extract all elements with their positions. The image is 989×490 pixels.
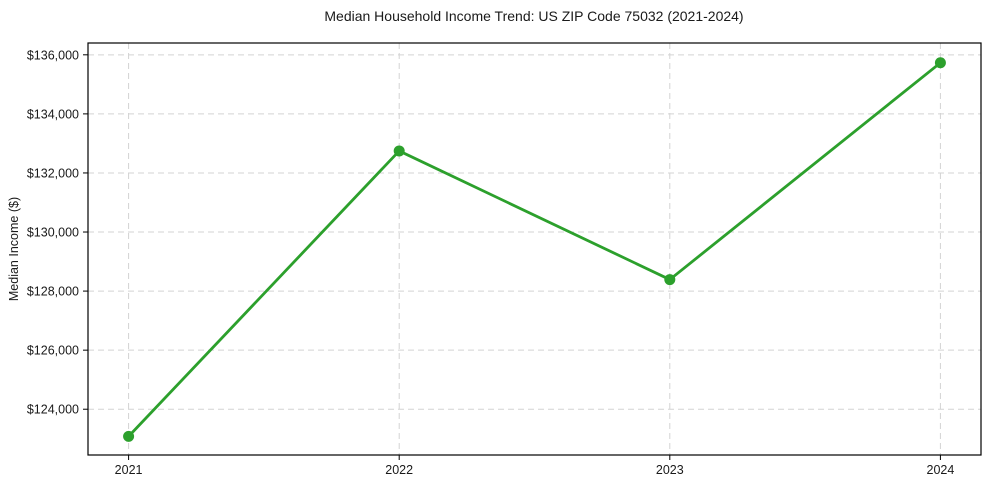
y-tick-label: $136,000 [27, 48, 79, 62]
plot-frame [87, 42, 982, 456]
data-point-2023 [664, 274, 676, 286]
y-axis-label: Median Income ($) [7, 197, 21, 301]
x-tick-label: 2024 [927, 463, 955, 477]
y-tick-label: $126,000 [27, 344, 79, 358]
line-series [123, 57, 946, 442]
y-tick-label: $134,000 [27, 107, 79, 121]
y-tick-label: $124,000 [27, 403, 79, 417]
y-tick-label: $132,000 [27, 166, 79, 180]
chart-title: Median Household Income Trend: US ZIP Co… [324, 8, 743, 24]
trend-line [127, 61, 942, 438]
y-tick-label: $128,000 [27, 285, 79, 299]
x-tick-label: 2023 [656, 463, 684, 477]
data-point-2022 [393, 145, 405, 157]
x-tick-label: 2022 [385, 463, 413, 477]
x-tick-label: 2021 [115, 463, 143, 477]
data-point-2021 [123, 430, 135, 442]
grid-layer [88, 43, 981, 455]
y-tick-label: $130,000 [27, 226, 79, 240]
data-point-2024 [934, 57, 946, 69]
axis-layer: $124,000 $126,000 $128,000 $130,000 $132,000… [27, 42, 982, 477]
